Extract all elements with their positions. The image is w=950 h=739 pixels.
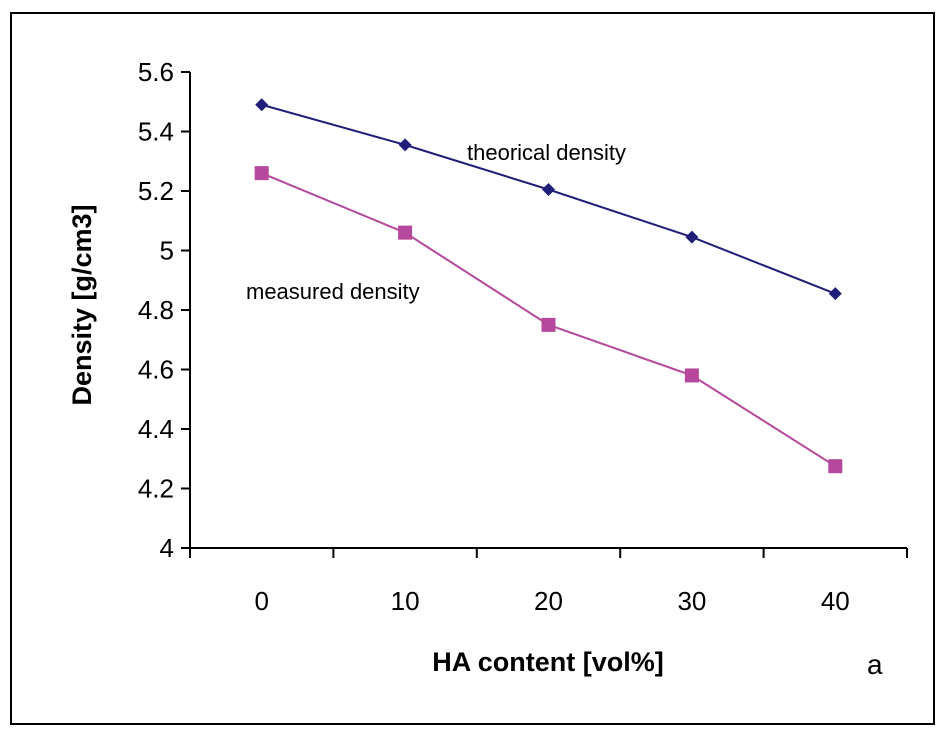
data-point-square (828, 459, 843, 474)
panel-label: a (867, 649, 883, 680)
data-point-diamond (398, 138, 412, 152)
theoretical-density-label: theorical density (467, 140, 626, 165)
x-tick-label: 0 (254, 586, 268, 616)
x-tick-label: 40 (821, 586, 850, 616)
y-ticks: 4 4.2 4.4 4.6 4.8 5 5.2 5.4 5.6 (138, 57, 190, 563)
y-tick-label: 4.6 (138, 355, 174, 385)
y-tick-label: 4.4 (138, 414, 174, 444)
x-axis-title: HA content [vol%] (432, 647, 664, 677)
y-tick-label: 4.8 (138, 295, 174, 325)
y-tick-label: 4.2 (138, 474, 174, 504)
x-tick-label: 30 (677, 586, 706, 616)
x-ticks: 0 10 20 30 40 (189, 548, 908, 616)
data-point-square (398, 225, 413, 240)
data-point-diamond (828, 287, 842, 301)
data-point-square (684, 368, 699, 383)
series-layer (254, 98, 843, 474)
series-line-0 (261, 103, 836, 295)
y-tick-label: 5.2 (138, 176, 174, 206)
y-tick-label: 5 (160, 236, 174, 266)
data-point-square (254, 166, 269, 181)
data-point-diamond (255, 98, 269, 112)
y-tick-label: 5.6 (138, 57, 174, 87)
y-axis-title: Density [g/cm3] (67, 204, 97, 405)
data-point-diamond (542, 183, 555, 197)
x-tick-label: 10 (391, 586, 420, 616)
y-tick-label: 5.4 (138, 117, 174, 147)
y-tick-label: 4 (160, 533, 174, 563)
data-point-square (541, 317, 556, 332)
measured-density-label: measured density (246, 279, 420, 304)
x-tick-label: 20 (534, 586, 563, 616)
chart-frame (10, 12, 935, 725)
data-point-diamond (685, 230, 699, 244)
